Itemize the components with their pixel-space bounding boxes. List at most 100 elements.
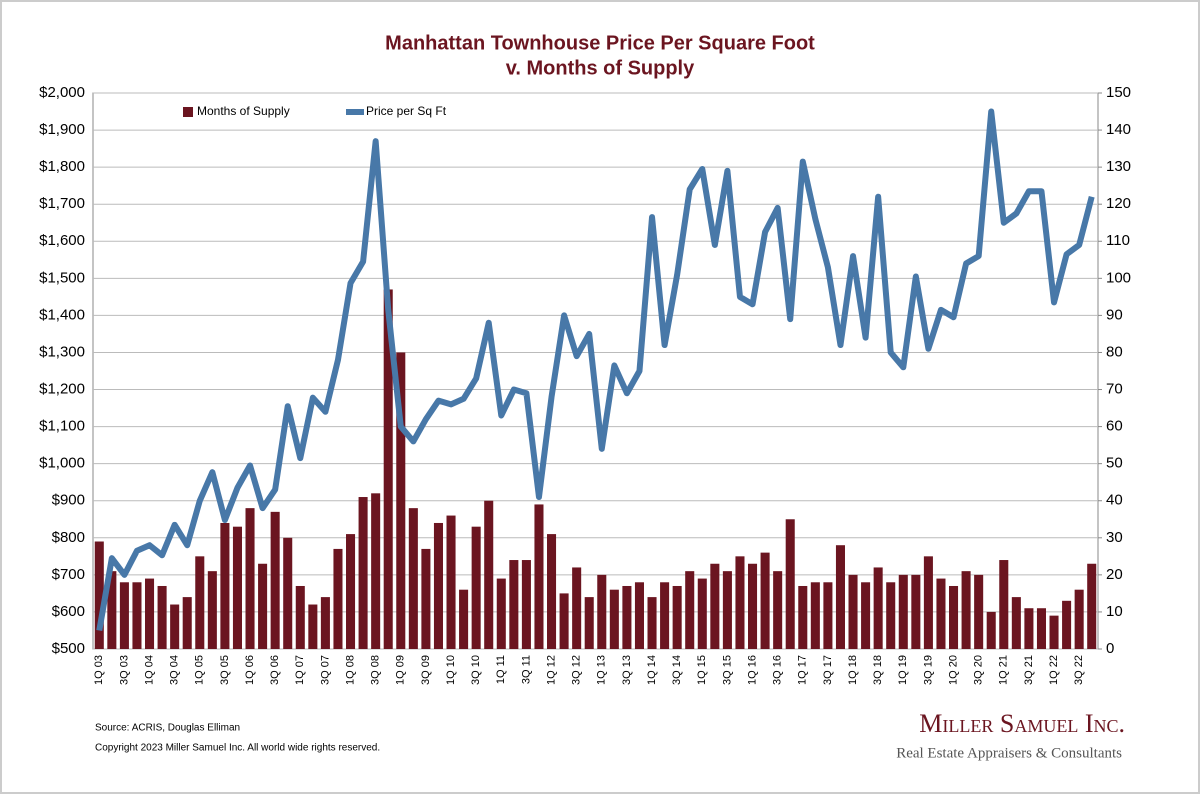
bar: [949, 585, 959, 649]
x-tick-label: 1Q 12: [545, 655, 557, 685]
bar: [936, 578, 946, 649]
bar: [672, 585, 682, 649]
bar: [308, 604, 318, 649]
bar: [132, 582, 142, 649]
bar: [119, 582, 129, 649]
bar: [798, 585, 808, 649]
bar: [182, 597, 192, 649]
y2-tick-label: 130: [1106, 158, 1131, 175]
x-tick-label: 1Q 21: [998, 655, 1010, 685]
bar: [270, 511, 280, 649]
bar: [735, 556, 745, 649]
bar: [810, 582, 820, 649]
x-tick-label: 1Q 15: [696, 655, 708, 685]
bar: [559, 593, 569, 649]
chart-title: Manhattan Townhouse Price Per Square Foo…: [385, 32, 815, 54]
bar: [848, 574, 858, 649]
bar: [170, 604, 180, 649]
bar: [396, 352, 406, 649]
bar: [421, 548, 431, 649]
bar: [521, 560, 531, 649]
x-tick-label: 3Q 13: [621, 655, 633, 685]
y2-tick-label: 80: [1106, 343, 1123, 360]
bar: [232, 526, 242, 649]
bar: [660, 582, 670, 649]
y2-tick-label: 120: [1106, 195, 1131, 212]
y2-tick-label: 70: [1106, 381, 1123, 398]
x-tick-label: 1Q 18: [847, 655, 859, 685]
x-tick-label: 1Q 19: [897, 655, 909, 685]
chart-subtitle: v. Months of Supply: [506, 57, 695, 79]
bar: [584, 597, 594, 649]
y-tick-label: $1,100: [39, 418, 85, 435]
x-tick-label: 3Q 22: [1073, 655, 1085, 685]
bar: [999, 560, 1009, 649]
legend-label: Price per Sq Ft: [366, 104, 447, 118]
bar: [220, 522, 230, 649]
bar: [94, 541, 104, 649]
bar: [459, 589, 469, 649]
bar: [371, 493, 381, 649]
source: Source: ACRIS, Douglas Elliman: [95, 723, 240, 734]
x-tick-label: 3Q 12: [571, 655, 583, 685]
y2-tick-label: 20: [1106, 566, 1123, 583]
x-tick-label: 3Q 07: [319, 655, 331, 685]
bar: [572, 567, 582, 649]
bar: [145, 578, 155, 649]
y2-tick-label: 150: [1106, 84, 1131, 101]
bar: [509, 560, 519, 649]
x-tick-label: 1Q 13: [596, 655, 608, 685]
bar: [245, 508, 255, 649]
bar: [534, 504, 544, 649]
y-tick-label: $1,700: [39, 195, 85, 212]
y-tick-label: $900: [52, 492, 85, 509]
bar: [1036, 608, 1046, 649]
bar: [484, 500, 494, 649]
x-tick-label: 1Q 11: [495, 655, 507, 684]
x-tick-label: 3Q 19: [922, 655, 934, 685]
bar: [195, 556, 205, 649]
bar: [823, 582, 833, 649]
x-tick-label: 1Q 22: [1048, 655, 1060, 685]
bar: [961, 571, 971, 649]
bar: [898, 574, 908, 649]
bar: [697, 578, 707, 649]
x-tick-label: 1Q 09: [395, 655, 407, 685]
y2-tick-label: 10: [1106, 603, 1123, 620]
y-tick-label: $700: [52, 566, 85, 583]
x-tick-label: 1Q 05: [194, 655, 206, 685]
bar: [496, 578, 506, 649]
bar: [258, 563, 268, 649]
y-tick-label: $1,400: [39, 306, 85, 323]
bar: [986, 611, 996, 649]
bar: [911, 574, 921, 649]
y2-tick-label: 40: [1106, 492, 1123, 509]
y-tick-label: $500: [52, 640, 85, 657]
bar: [107, 571, 117, 649]
bar: [773, 571, 783, 649]
x-tick-label: 1Q 08: [344, 655, 356, 685]
x-tick-label: 3Q 17: [822, 655, 834, 685]
y-tick-label: $600: [52, 603, 85, 620]
bar: [886, 582, 896, 649]
bar: [748, 563, 758, 649]
bar: [622, 585, 632, 649]
x-tick-label: 3Q 03: [118, 655, 130, 685]
x-tick-label: 3Q 16: [772, 655, 784, 685]
bar: [1049, 615, 1059, 649]
x-tick-label: 1Q 14: [646, 655, 658, 685]
x-tick-label: 3Q 14: [671, 655, 683, 685]
y-tick-label: $1,300: [39, 343, 85, 360]
bar: [333, 548, 343, 649]
bar: [835, 545, 845, 649]
y-tick-label: $800: [52, 529, 85, 546]
x-tick-label: 1Q 16: [746, 655, 758, 685]
bar: [861, 582, 871, 649]
y2-tick-label: 60: [1106, 418, 1123, 435]
x-tick-label: 1Q 06: [244, 655, 256, 685]
x-tick-label: 3Q 11: [520, 655, 532, 684]
bar: [597, 574, 607, 649]
x-tick-label: 1Q 03: [93, 655, 105, 685]
